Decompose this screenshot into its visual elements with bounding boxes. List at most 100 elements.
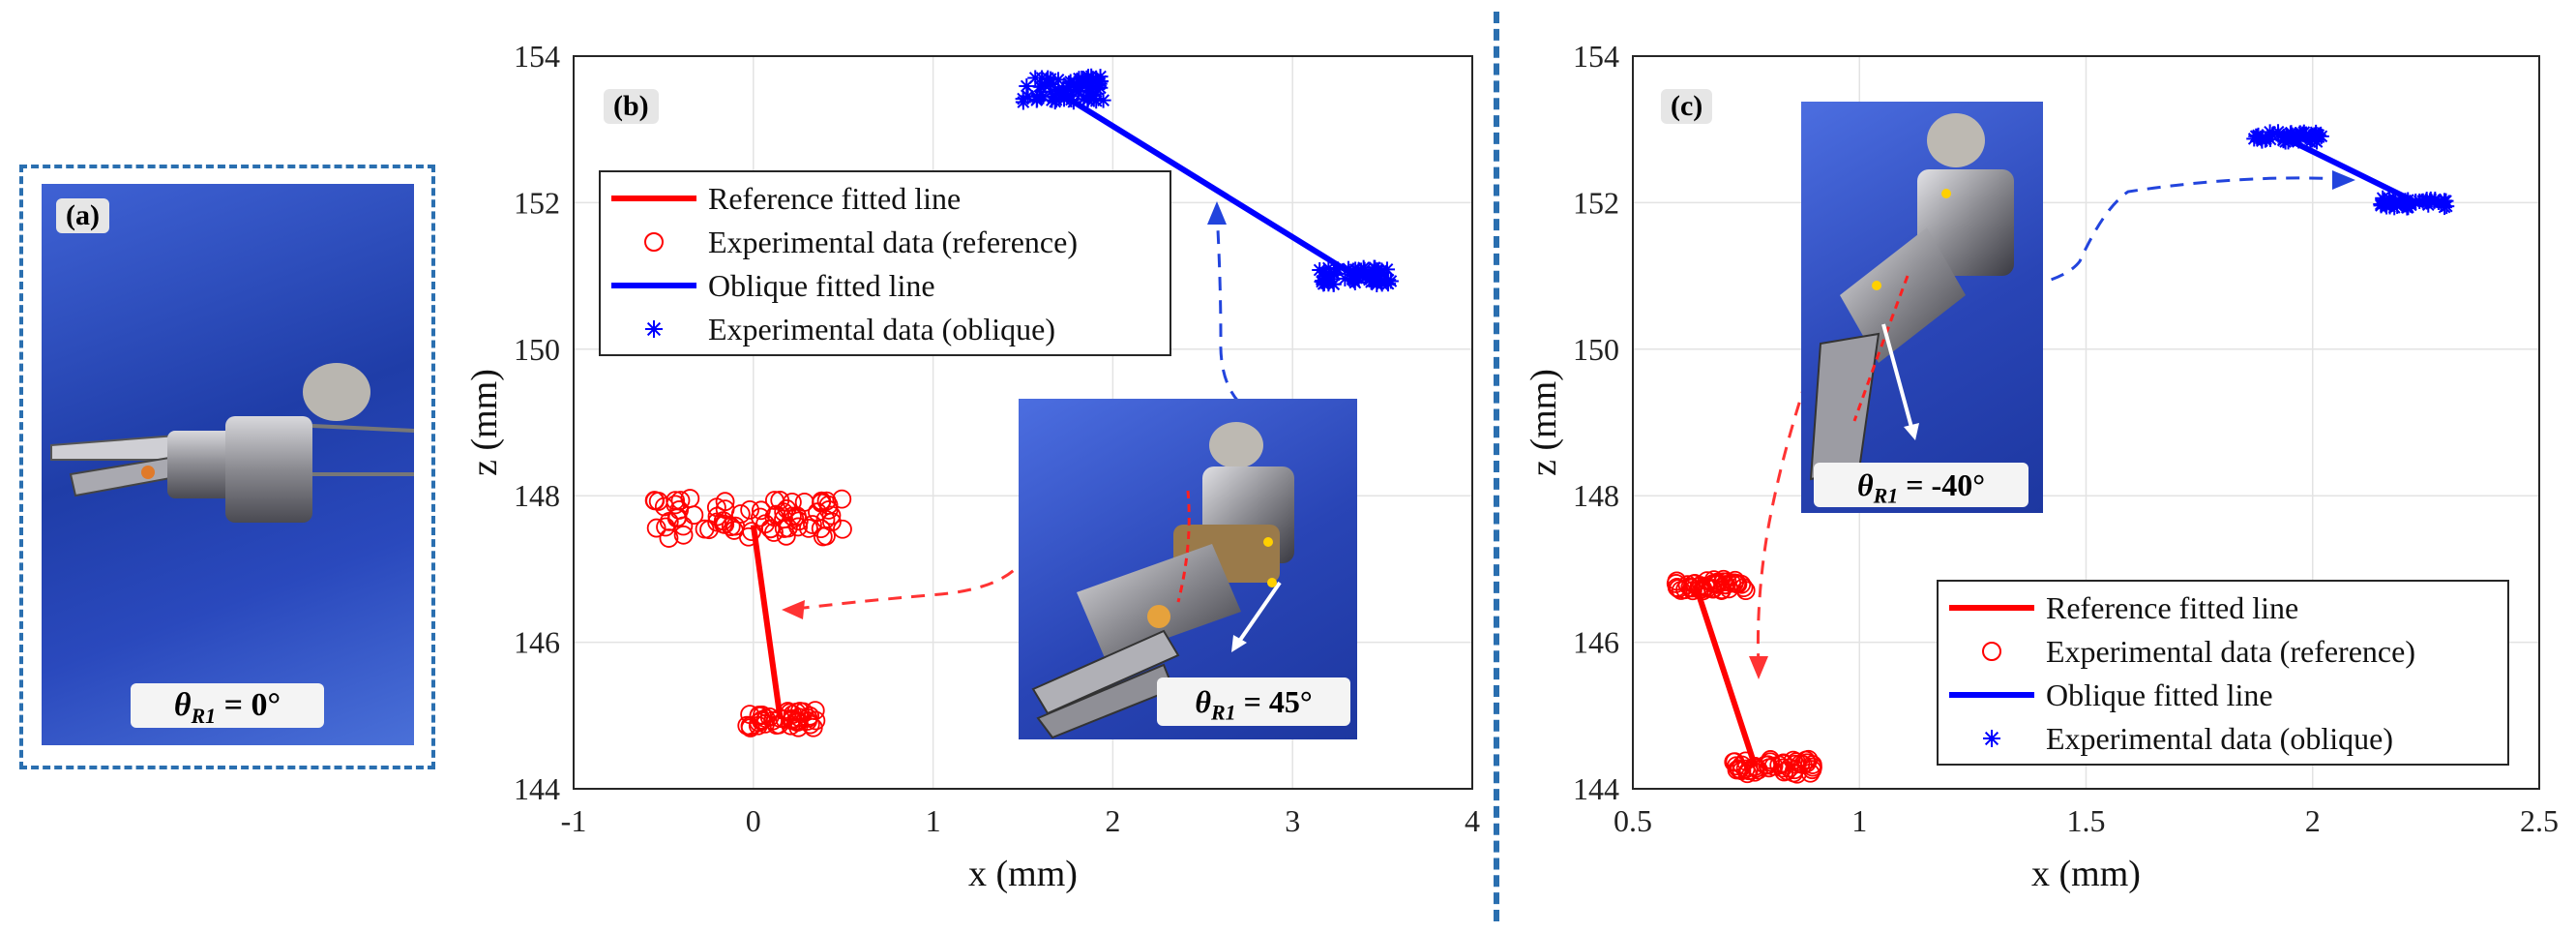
y-tick-label: 146 (1573, 625, 1619, 660)
y-tick-label: 152 (1573, 185, 1619, 220)
legend-obl-data-label: Experimental data (oblique) (2046, 721, 2393, 756)
legend-ref-line-label: Reference fitted line (2046, 590, 2298, 625)
data-point-circle (833, 519, 852, 539)
data-point-star (1329, 261, 1346, 278)
y-tick-label: 150 (1573, 332, 1619, 367)
data-point-star (1084, 74, 1101, 90)
x-tick-label: 4 (1465, 803, 1480, 838)
data-point-circle (822, 512, 842, 532)
data-point-star-stroke (2440, 195, 2452, 208)
data-point-star (1374, 262, 1390, 279)
y-tick-label: 146 (514, 625, 560, 660)
data-point-circle (1724, 752, 1744, 772)
data-point-star (1312, 261, 1328, 278)
x-tick-label: 2 (2305, 803, 2321, 838)
data-point-circle (751, 507, 770, 527)
data-point-circle (749, 707, 769, 726)
x-tick-label: 2 (1105, 803, 1120, 838)
data-point-circle (788, 517, 808, 537)
legend-box (599, 170, 1171, 356)
data-point-star-stroke (2309, 126, 2323, 139)
data-point-circle (670, 491, 691, 510)
x-axis-label: x (mm) (2031, 854, 2141, 894)
gripper-45-illustration (1031, 422, 1294, 739)
data-point-circle (763, 710, 783, 731)
data-point-star-stroke (646, 321, 662, 337)
oblique-fitted-line (1057, 90, 1357, 279)
data-point-star (1348, 270, 1365, 286)
data-point-circle (1773, 754, 1793, 773)
y-tick-label: 148 (1573, 478, 1619, 513)
panel-c-theta-label: θR1 = -40° (1814, 463, 2028, 507)
legend-ref-data-label: Experimental data (reference) (708, 225, 1078, 259)
theta-value: = 0° (223, 687, 281, 723)
annotation-arrowhead-c-blue (2332, 170, 2355, 190)
panel-c-inset-photo (1801, 102, 2043, 513)
data-point-star-stroke (1091, 82, 1104, 96)
data-point-star (2283, 125, 2299, 141)
data-point-circle (715, 492, 735, 512)
data-point-circle (778, 702, 798, 721)
data-point-star (1074, 70, 1090, 86)
data-point-star (1047, 94, 1063, 110)
data-point-circle (1683, 581, 1703, 601)
data-point-circle (713, 511, 733, 531)
legend-ref-line-label: Reference fitted line (708, 181, 961, 216)
data-point-star-stroke (1034, 80, 1048, 94)
data-point-circle (751, 500, 771, 521)
y-tick-label: 152 (514, 185, 560, 220)
data-point-star (1081, 83, 1098, 100)
theta-subscript: R1 (1873, 483, 1899, 508)
data-point-star (2248, 128, 2265, 144)
x-tick-label: 0.5 (1614, 803, 1652, 838)
data-point-star-stroke (1041, 72, 1054, 84)
x-tick-label: 1.5 (2067, 803, 2106, 838)
x-tick-label: 2.5 (2520, 803, 2559, 838)
data-point-star-stroke (1316, 274, 1329, 287)
y-axis-label: z (mm) (464, 369, 505, 476)
x-axis-label: x (mm) (968, 854, 1078, 894)
data-point-circle (799, 518, 818, 538)
data-point-circle (659, 528, 679, 548)
theta-subscript: R1 (191, 703, 217, 728)
data-point-circle (1703, 579, 1723, 598)
plot-frame (573, 55, 1473, 790)
y-tick-label: 150 (514, 332, 560, 367)
data-point-star-stroke (1086, 75, 1100, 88)
data-point-star-stroke (1081, 93, 1095, 106)
gripper-illustration (50, 363, 414, 523)
x-tick-label: 1 (926, 803, 941, 838)
data-point-star (1019, 77, 1035, 94)
data-point-star (1983, 730, 2000, 747)
data-point-circle (821, 505, 842, 526)
panel-b-theta-label: θR1 = 45° (1157, 677, 1350, 726)
legend-ref-data-label: Experimental data (reference) (2046, 634, 2415, 669)
data-point-circle (752, 709, 772, 730)
data-point-star-stroke (1364, 272, 1377, 286)
data-point-star-stroke (1020, 79, 1033, 93)
data-point-circle (777, 498, 797, 519)
data-point-star-stroke (1017, 92, 1029, 105)
data-point-circle (738, 527, 758, 547)
data-point-star-stroke (1327, 278, 1340, 291)
data-point-star (2262, 124, 2278, 140)
panel-a-theta-label: θR1 = 0° (131, 683, 324, 728)
data-point-circle (1671, 581, 1691, 600)
y-tick-label: 154 (1573, 39, 1619, 74)
data-point-circle (707, 512, 727, 532)
data-point-star-stroke (2405, 198, 2417, 212)
data-point-circle (646, 518, 666, 538)
data-point-star-stroke (1384, 275, 1398, 287)
data-point-star (2438, 193, 2454, 209)
data-point-circle (812, 493, 831, 513)
data-point-circle (1667, 577, 1687, 597)
legend-ref-data-marker (644, 232, 664, 252)
data-point-circle (1669, 579, 1689, 599)
annotation-arrow-b-blue (1215, 210, 1258, 418)
data-point-star-stroke (1376, 264, 1388, 277)
x-tick-label: -1 (561, 803, 587, 838)
data-point-circle (1680, 578, 1701, 597)
data-point-star-stroke (1075, 72, 1088, 85)
data-point-star-stroke (2264, 126, 2276, 138)
data-point-circle (1735, 751, 1756, 771)
